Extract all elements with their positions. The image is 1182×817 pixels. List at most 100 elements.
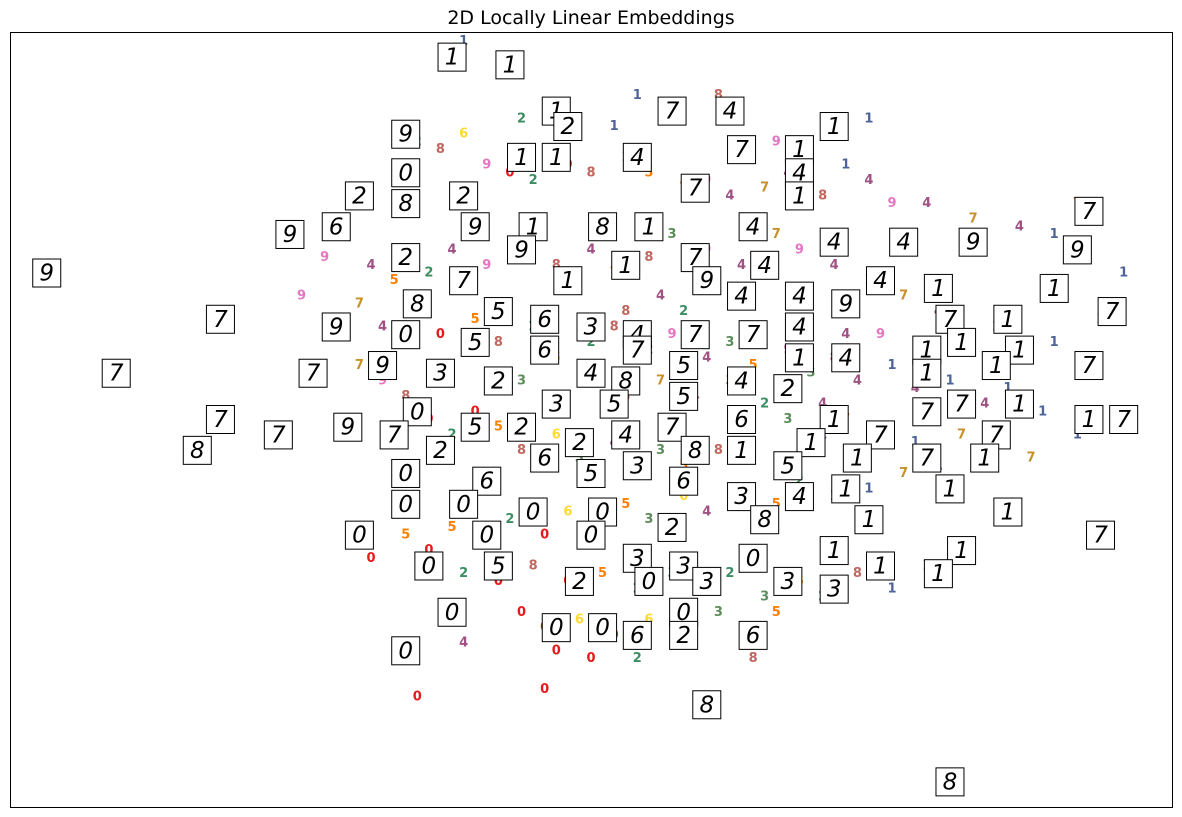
point-label-9: 9 (772, 134, 781, 149)
thumbnail-9: 9 (391, 119, 421, 149)
point-label-9: 9 (297, 289, 306, 304)
thumbnail-2: 2 (507, 412, 537, 442)
point-label-2: 2 (517, 111, 526, 126)
thumbnail-7: 7 (866, 420, 895, 450)
thumbnail-digit: 1 (1012, 392, 1027, 418)
point-label-5: 5 (679, 458, 688, 473)
point-label-9: 9 (668, 327, 677, 342)
thumbnail-frame (831, 289, 861, 319)
point-label-7: 7 (355, 358, 364, 373)
thumbnail-1: 1 (866, 551, 895, 581)
thumbnail-frame (634, 212, 664, 242)
point-label-0: 0 (424, 543, 433, 558)
thumbnail-digit: 2 (398, 245, 413, 271)
thumbnail-7: 7 (912, 397, 942, 427)
thumbnail-frame (657, 96, 687, 126)
thumbnail-6: 6 (530, 335, 560, 365)
thumbnail-7: 7 (1109, 405, 1139, 434)
thumbnail-digit: 7 (456, 268, 471, 294)
thumbnail-digit: 6 (676, 469, 691, 495)
thumbnail-frame (576, 358, 606, 388)
thumbnail-0: 0 (541, 613, 571, 643)
thumbnail-frame (460, 212, 490, 242)
thumbnail-digit: 6 (329, 214, 344, 240)
thumbnail-digit: 3 (734, 484, 749, 510)
thumbnail-3: 3 (425, 358, 455, 388)
thumbnail-frame (669, 466, 699, 496)
thumbnail-digit: 7 (271, 422, 286, 448)
thumbnail-digit: 5 (781, 453, 796, 479)
point-label-0: 0 (505, 165, 514, 180)
thumbnail-digit: 8 (699, 692, 714, 718)
thumbnail-frame (738, 320, 768, 350)
thumbnail-0: 0 (391, 636, 421, 666)
thumbnail-digit: 0 (422, 553, 437, 579)
thumbnail-digit: 0 (352, 523, 367, 549)
point-label-8: 8 (749, 651, 758, 666)
thumbnail-digit: 9 (699, 268, 714, 294)
thumbnail-frame (205, 304, 235, 334)
point-label-6: 6 (644, 612, 653, 627)
thumbnail-4: 4 (750, 250, 780, 280)
thumbnail-digit: 6 (734, 407, 749, 433)
thumbnail-8: 8 (692, 690, 722, 720)
point-label-2: 2 (505, 512, 514, 527)
point-label-8: 8 (818, 188, 827, 203)
point-label-3: 3 (806, 366, 815, 381)
thumbnail-frame (1086, 520, 1116, 550)
point-label-1: 1 (911, 435, 920, 450)
point-label-8: 8 (494, 335, 503, 350)
thumbnail-8: 8 (935, 767, 965, 797)
point-label-4: 4 (1015, 219, 1024, 234)
thumbnail-frame (344, 520, 374, 550)
thumbnail-frame (784, 343, 814, 373)
thumbnail-digit: 5 (584, 461, 599, 487)
thumbnail-7: 7 (379, 420, 409, 450)
point-label-6: 6 (552, 427, 561, 442)
thumbnail-frame (495, 50, 525, 80)
thumbnail-digit: 1 (1001, 500, 1016, 526)
thumbnail-1: 1 (912, 358, 942, 388)
thumbnail-frame (101, 358, 131, 388)
thumbnail-digit: 1 (526, 214, 541, 240)
thumbnail-1: 1 (923, 273, 953, 303)
thumbnail-digit: 3 (433, 361, 448, 387)
thumbnail-digit: 7 (688, 245, 703, 271)
thumbnail-frame (1074, 351, 1104, 381)
thumbnail-frame (889, 227, 919, 257)
thumbnail-1: 1 (784, 181, 814, 211)
thumbnail-6: 6 (669, 466, 699, 496)
point-label-1: 1 (1003, 381, 1012, 396)
thumbnail-digit: 3 (699, 569, 714, 595)
point-label-3: 3 (783, 412, 792, 427)
thumbnail-frame (1074, 405, 1104, 434)
point-label-8: 8 (853, 566, 862, 581)
thumbnail-frame (518, 497, 548, 527)
thumbnail-digit: 5 (676, 353, 691, 379)
thumbnail-digit: 4 (618, 422, 633, 448)
thumbnail-frame (321, 312, 351, 342)
thumbnail-frame (727, 135, 757, 165)
thumbnail-digit: 9 (329, 314, 344, 340)
thumbnail-frame (530, 335, 560, 365)
thumbnail-digit: 0 (398, 160, 413, 186)
thumbnail-frame (588, 613, 618, 643)
thumbnail-digit: 9 (283, 222, 298, 248)
thumbnail-frame (1097, 297, 1127, 327)
thumbnail-0: 0 (437, 597, 467, 627)
point-label-5: 5 (494, 420, 503, 435)
point-label-9: 9 (876, 327, 885, 342)
point-label-4: 4 (378, 319, 387, 334)
thumbnail-digit: 3 (584, 314, 599, 340)
thumbnail-frame (738, 543, 768, 573)
thumbnail-5: 5 (773, 451, 803, 481)
thumbnail-2: 2 (553, 112, 583, 142)
thumbnail-frame (831, 343, 861, 373)
thumbnail-digit: 9 (375, 353, 390, 379)
thumbnail-9: 9 (1062, 235, 1092, 265)
thumbnail-digit: 5 (491, 553, 506, 579)
thumbnail-frame (993, 304, 1023, 334)
thumbnail-1: 1 (507, 142, 537, 172)
point-label-6: 6 (563, 505, 572, 520)
thumbnail-digit: 8 (410, 291, 425, 317)
